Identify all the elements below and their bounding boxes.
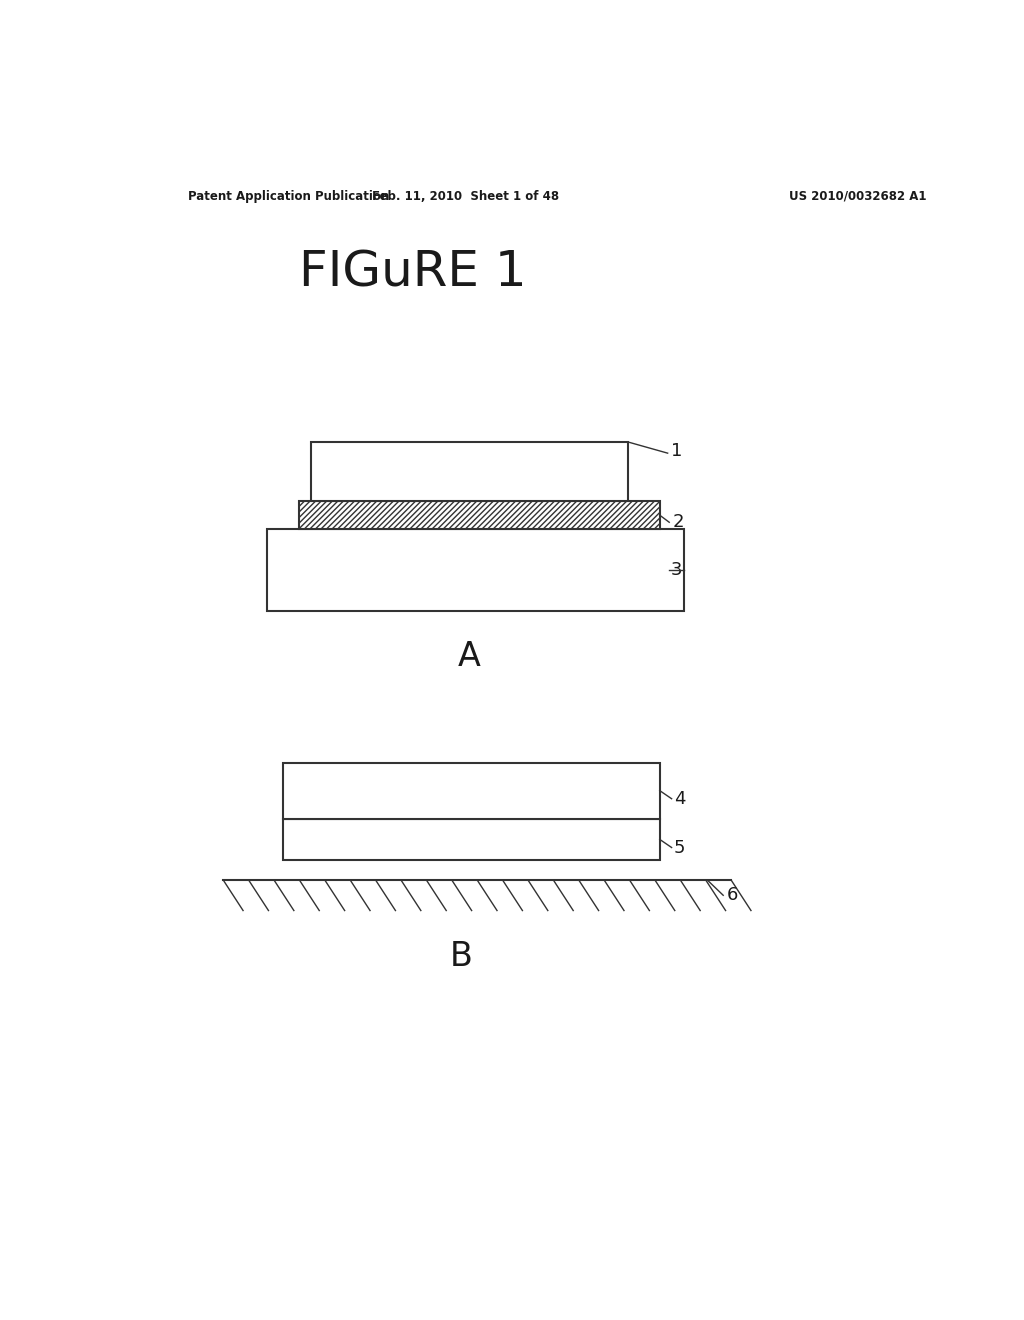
- Bar: [283, 763, 659, 818]
- Text: B: B: [450, 940, 473, 973]
- Text: Feb. 11, 2010  Sheet 1 of 48: Feb. 11, 2010 Sheet 1 of 48: [372, 190, 559, 202]
- Text: FIGuRE 1: FIGuRE 1: [299, 248, 526, 296]
- Text: A: A: [458, 640, 480, 673]
- Text: 1: 1: [671, 442, 682, 461]
- Text: US 2010/0032682 A1: US 2010/0032682 A1: [790, 190, 927, 202]
- Text: Patent Application Publication: Patent Application Publication: [187, 190, 389, 202]
- Text: 5: 5: [674, 838, 685, 857]
- Text: 2: 2: [673, 513, 684, 531]
- Bar: [267, 529, 684, 611]
- Bar: [310, 442, 628, 500]
- Bar: [283, 818, 659, 859]
- Text: 3: 3: [671, 561, 682, 579]
- Bar: [299, 500, 659, 529]
- Text: 6: 6: [726, 886, 737, 904]
- Text: 4: 4: [674, 789, 685, 808]
